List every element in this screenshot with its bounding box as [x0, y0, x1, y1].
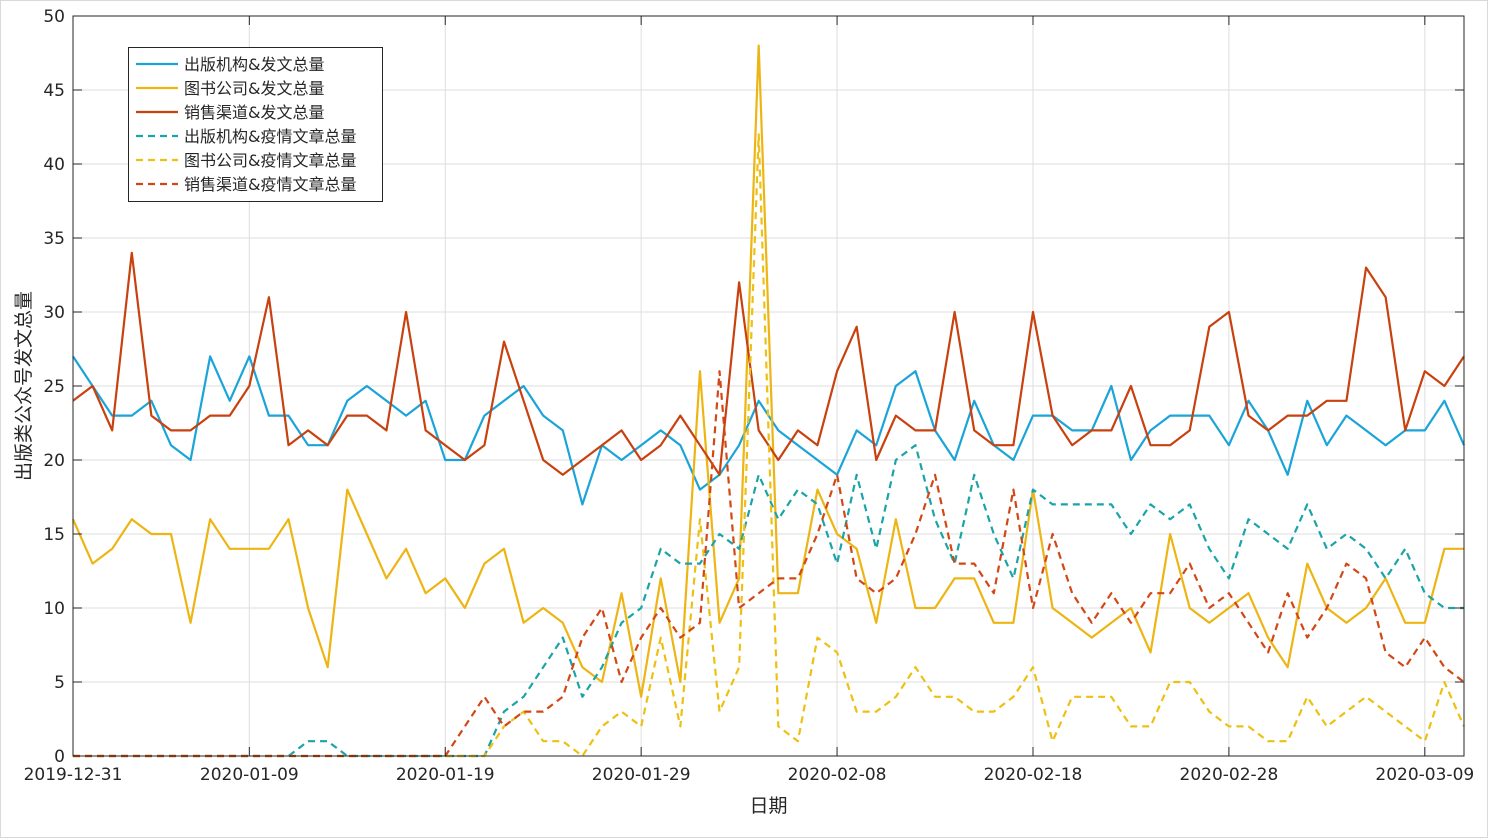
- axis-ticks: 0 5 10 15 20 25 30 35 40 45 50 2019-12-31 2020-01-09…: [24, 7, 1475, 785]
- series-line-4: [73, 444, 1464, 758]
- y-tick-label: 35: [43, 229, 65, 249]
- legend-label: 出版机构&疫情文章总量: [184, 127, 356, 146]
- legend: 出版机构&发文总量图书公司&发文总量销售渠道&发文总量出版机构&疫情文章总量图书…: [128, 47, 383, 202]
- y-tick-label: 25: [43, 377, 65, 397]
- series-line-3: [72, 251, 1465, 476]
- y-tick-label: 30: [43, 303, 65, 323]
- x-tick-label: 2020-03-09: [1375, 765, 1474, 785]
- x-axis-label: 日期: [749, 795, 787, 817]
- y-axis-label: 出版类公众号发文总量: [13, 291, 35, 481]
- legend-label: 图书公司&发文总量: [184, 79, 324, 98]
- x-tick-label: 2020-02-18: [984, 765, 1083, 785]
- y-tick-label: 20: [43, 451, 65, 471]
- x-tick-label: 2019-12-31: [24, 765, 123, 785]
- x-tick-label: 2020-01-29: [592, 765, 691, 785]
- series-line-2: [71, 44, 1464, 698]
- x-tick-label: 2020-01-09: [200, 765, 299, 785]
- legend-label: 出版机构&发文总量: [184, 55, 324, 74]
- legend-box: [128, 47, 383, 202]
- y-tick-label: 15: [43, 525, 65, 545]
- x-tick-label: 2020-02-08: [788, 765, 887, 785]
- y-tick-label: 5: [54, 673, 65, 693]
- legend-label: 销售渠道&发文总量: [184, 103, 324, 122]
- x-tick-label: 2020-01-19: [396, 765, 495, 785]
- y-tick-label: 45: [43, 81, 65, 101]
- x-tick-label: 2020-02-28: [1180, 765, 1279, 785]
- y-tick-label: 40: [43, 155, 65, 175]
- y-tick-label: 50: [43, 7, 65, 27]
- legend-label: 销售渠道&疫情文章总量: [184, 175, 356, 194]
- legend-label: 图书公司&疫情文章总量: [184, 151, 356, 170]
- y-tick-label: 10: [43, 599, 65, 619]
- y-tick-label: 0: [54, 747, 65, 767]
